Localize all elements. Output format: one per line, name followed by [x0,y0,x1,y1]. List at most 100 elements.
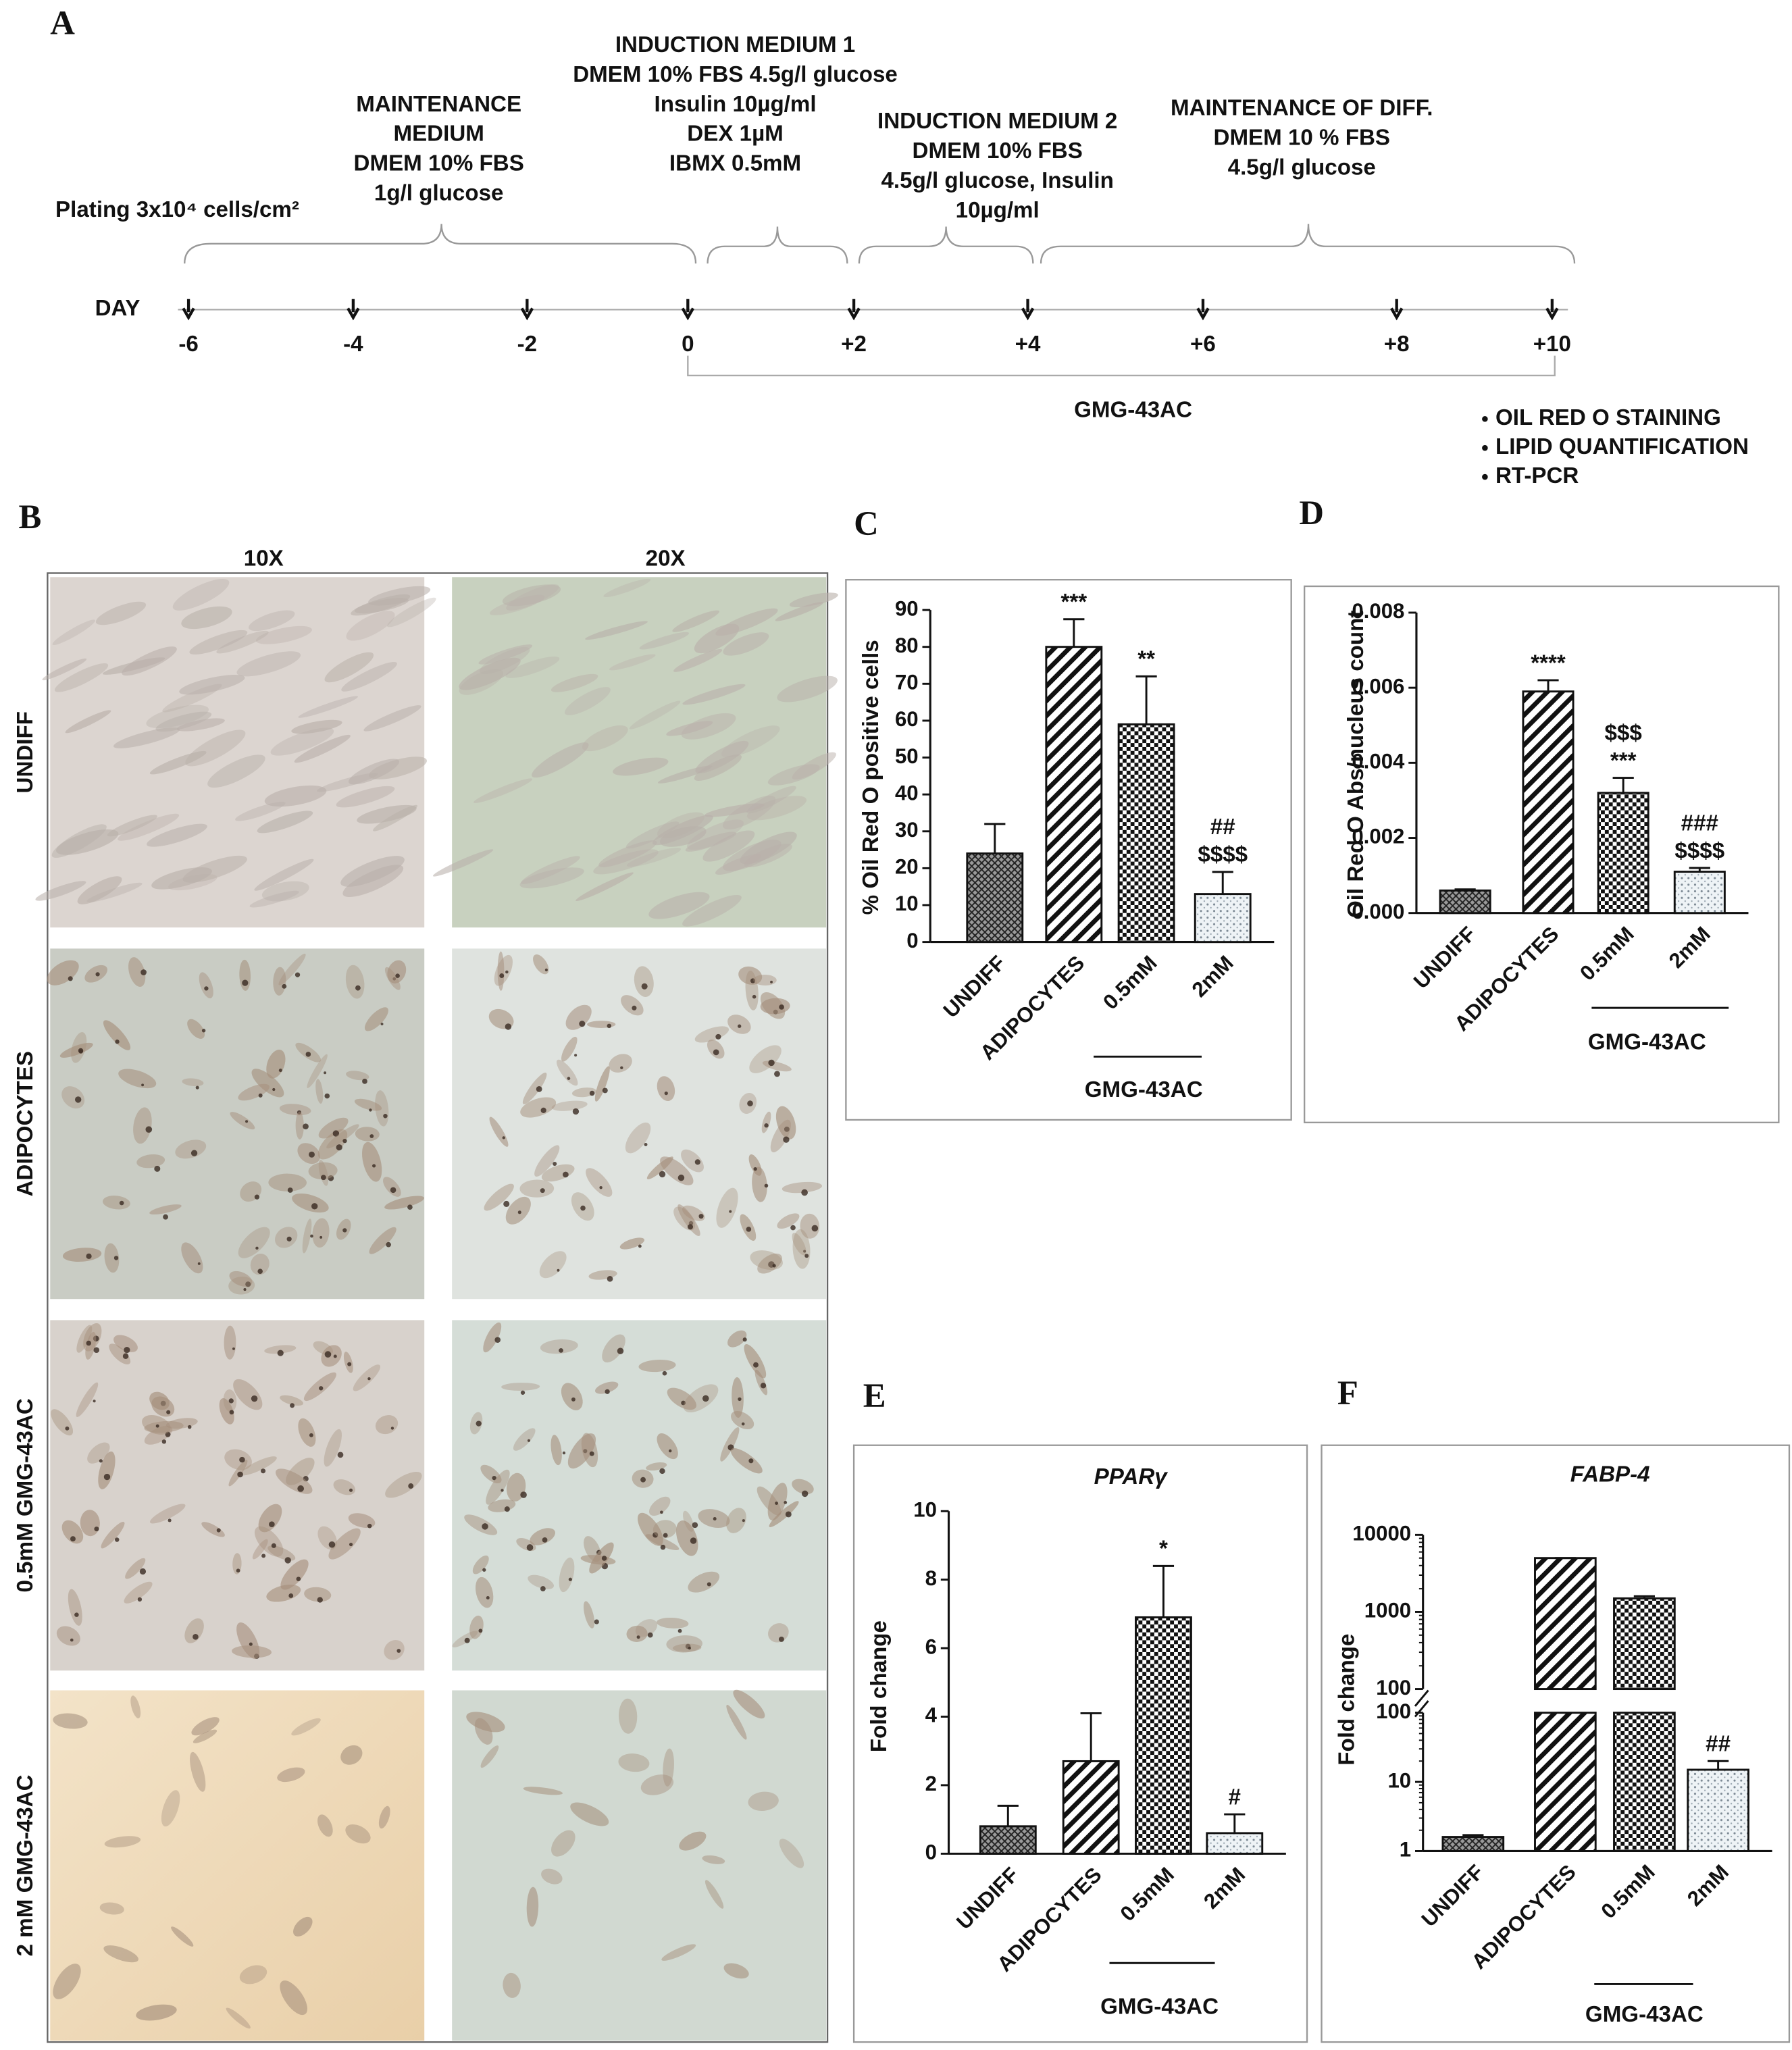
lipid-dot [243,1288,247,1291]
cell [681,1149,704,1173]
cell [581,1433,598,1468]
lipid-dot [486,1595,490,1599]
cell [295,1111,304,1139]
y-tick-label: 0 [906,929,918,952]
lipid-dot [396,1649,401,1653]
lipid-dot [309,1151,315,1158]
lipid-dot [305,1052,311,1057]
cell [236,1622,260,1660]
lipid-dot [115,1040,120,1044]
cell [659,826,707,847]
lipid-dot [594,1619,599,1624]
row-label: 0.5mM GMG-43AC [13,1398,38,1592]
lipid-dot [386,1241,391,1248]
cell [199,972,213,999]
y-tick-label: 10 [895,892,919,915]
cell [726,1508,746,1533]
cell [252,1539,268,1560]
cell [792,1229,811,1269]
cell [480,1745,499,1768]
bar [1439,889,1491,915]
lipid-dot [760,1383,767,1389]
y-tick-label: 80 [895,634,919,657]
bar [1613,1597,1676,1691]
lipid-dot [372,1164,376,1168]
lipid-dot [659,1468,665,1475]
cell [277,1767,305,1783]
y-tick-label: 60 [895,707,919,731]
lipid-dot [297,1485,305,1492]
cell [99,1902,124,1915]
readout-text: LIPID QUANTIFICATION [1495,434,1749,459]
lipid-dot [768,1059,775,1067]
day-arrow [681,299,694,321]
cell [280,1395,303,1406]
cell [230,1112,255,1130]
cell [59,1042,93,1058]
lipid-dot [278,1069,282,1073]
lipid-dot [251,1395,258,1402]
lipid-dot [141,1083,145,1087]
cell [318,1117,349,1139]
lipid-dot [232,1347,235,1350]
lipid-dot [660,1544,666,1550]
lipid-dot [752,994,757,999]
lipid-dot [303,1123,309,1130]
cell [534,1145,560,1177]
cell [257,811,313,834]
cell [185,729,246,767]
cell [637,1512,663,1546]
x-tick-label: 2mM [1664,922,1715,973]
lipid-dot [74,1096,82,1103]
cell [86,882,143,902]
cell [297,1143,320,1164]
plating-text: Plating 3x10⁴ cells/cm² [55,197,299,222]
cell [326,1124,359,1149]
stage-text: 4.5g/l glucose, Insulin [881,168,1114,193]
cell [87,1442,110,1464]
lipid-dot [295,972,301,977]
cell [619,1237,645,1250]
lipid-dot [517,1210,521,1214]
y-axis-label: % Oil Red O positive cells [859,640,884,915]
cell [103,1020,131,1050]
cell [769,1501,799,1527]
day-arrow [1545,299,1559,321]
cell [181,1242,203,1274]
lipid-dot [311,1203,318,1210]
bar [1117,723,1175,944]
lipid-dot [713,1517,717,1521]
cell [346,1071,369,1081]
cell [249,610,295,632]
error-bar [1612,777,1634,793]
cell [317,1129,348,1160]
y-tick-label: 50 [895,744,919,768]
cell [312,1218,330,1248]
cell [53,1964,81,1999]
lipid-dot [390,1187,396,1194]
cell [652,1520,677,1539]
panel-frame [1303,585,1780,1124]
cell [136,1154,165,1169]
lipid-dot [729,1210,732,1213]
lipid-dot [784,1500,788,1504]
cell [582,725,628,752]
cell [136,2004,177,2021]
y-tick-label: 10000 [1352,1522,1411,1545]
lipid-dot [288,1593,294,1598]
cell [254,1526,284,1557]
panel-label: C [854,505,879,542]
cell [502,584,561,607]
cell [609,1054,632,1073]
cell [187,1019,205,1039]
cell [660,1156,694,1185]
lipid-dot [369,1134,374,1138]
cell [340,1745,363,1765]
error-bar [997,1804,1019,1826]
significance: ### [1681,811,1718,836]
cell [207,754,265,788]
lipid-dot [122,1353,129,1360]
cell [528,1574,555,1589]
cell [688,1571,720,1593]
row-label: ADIPOCYTES [13,1051,38,1196]
